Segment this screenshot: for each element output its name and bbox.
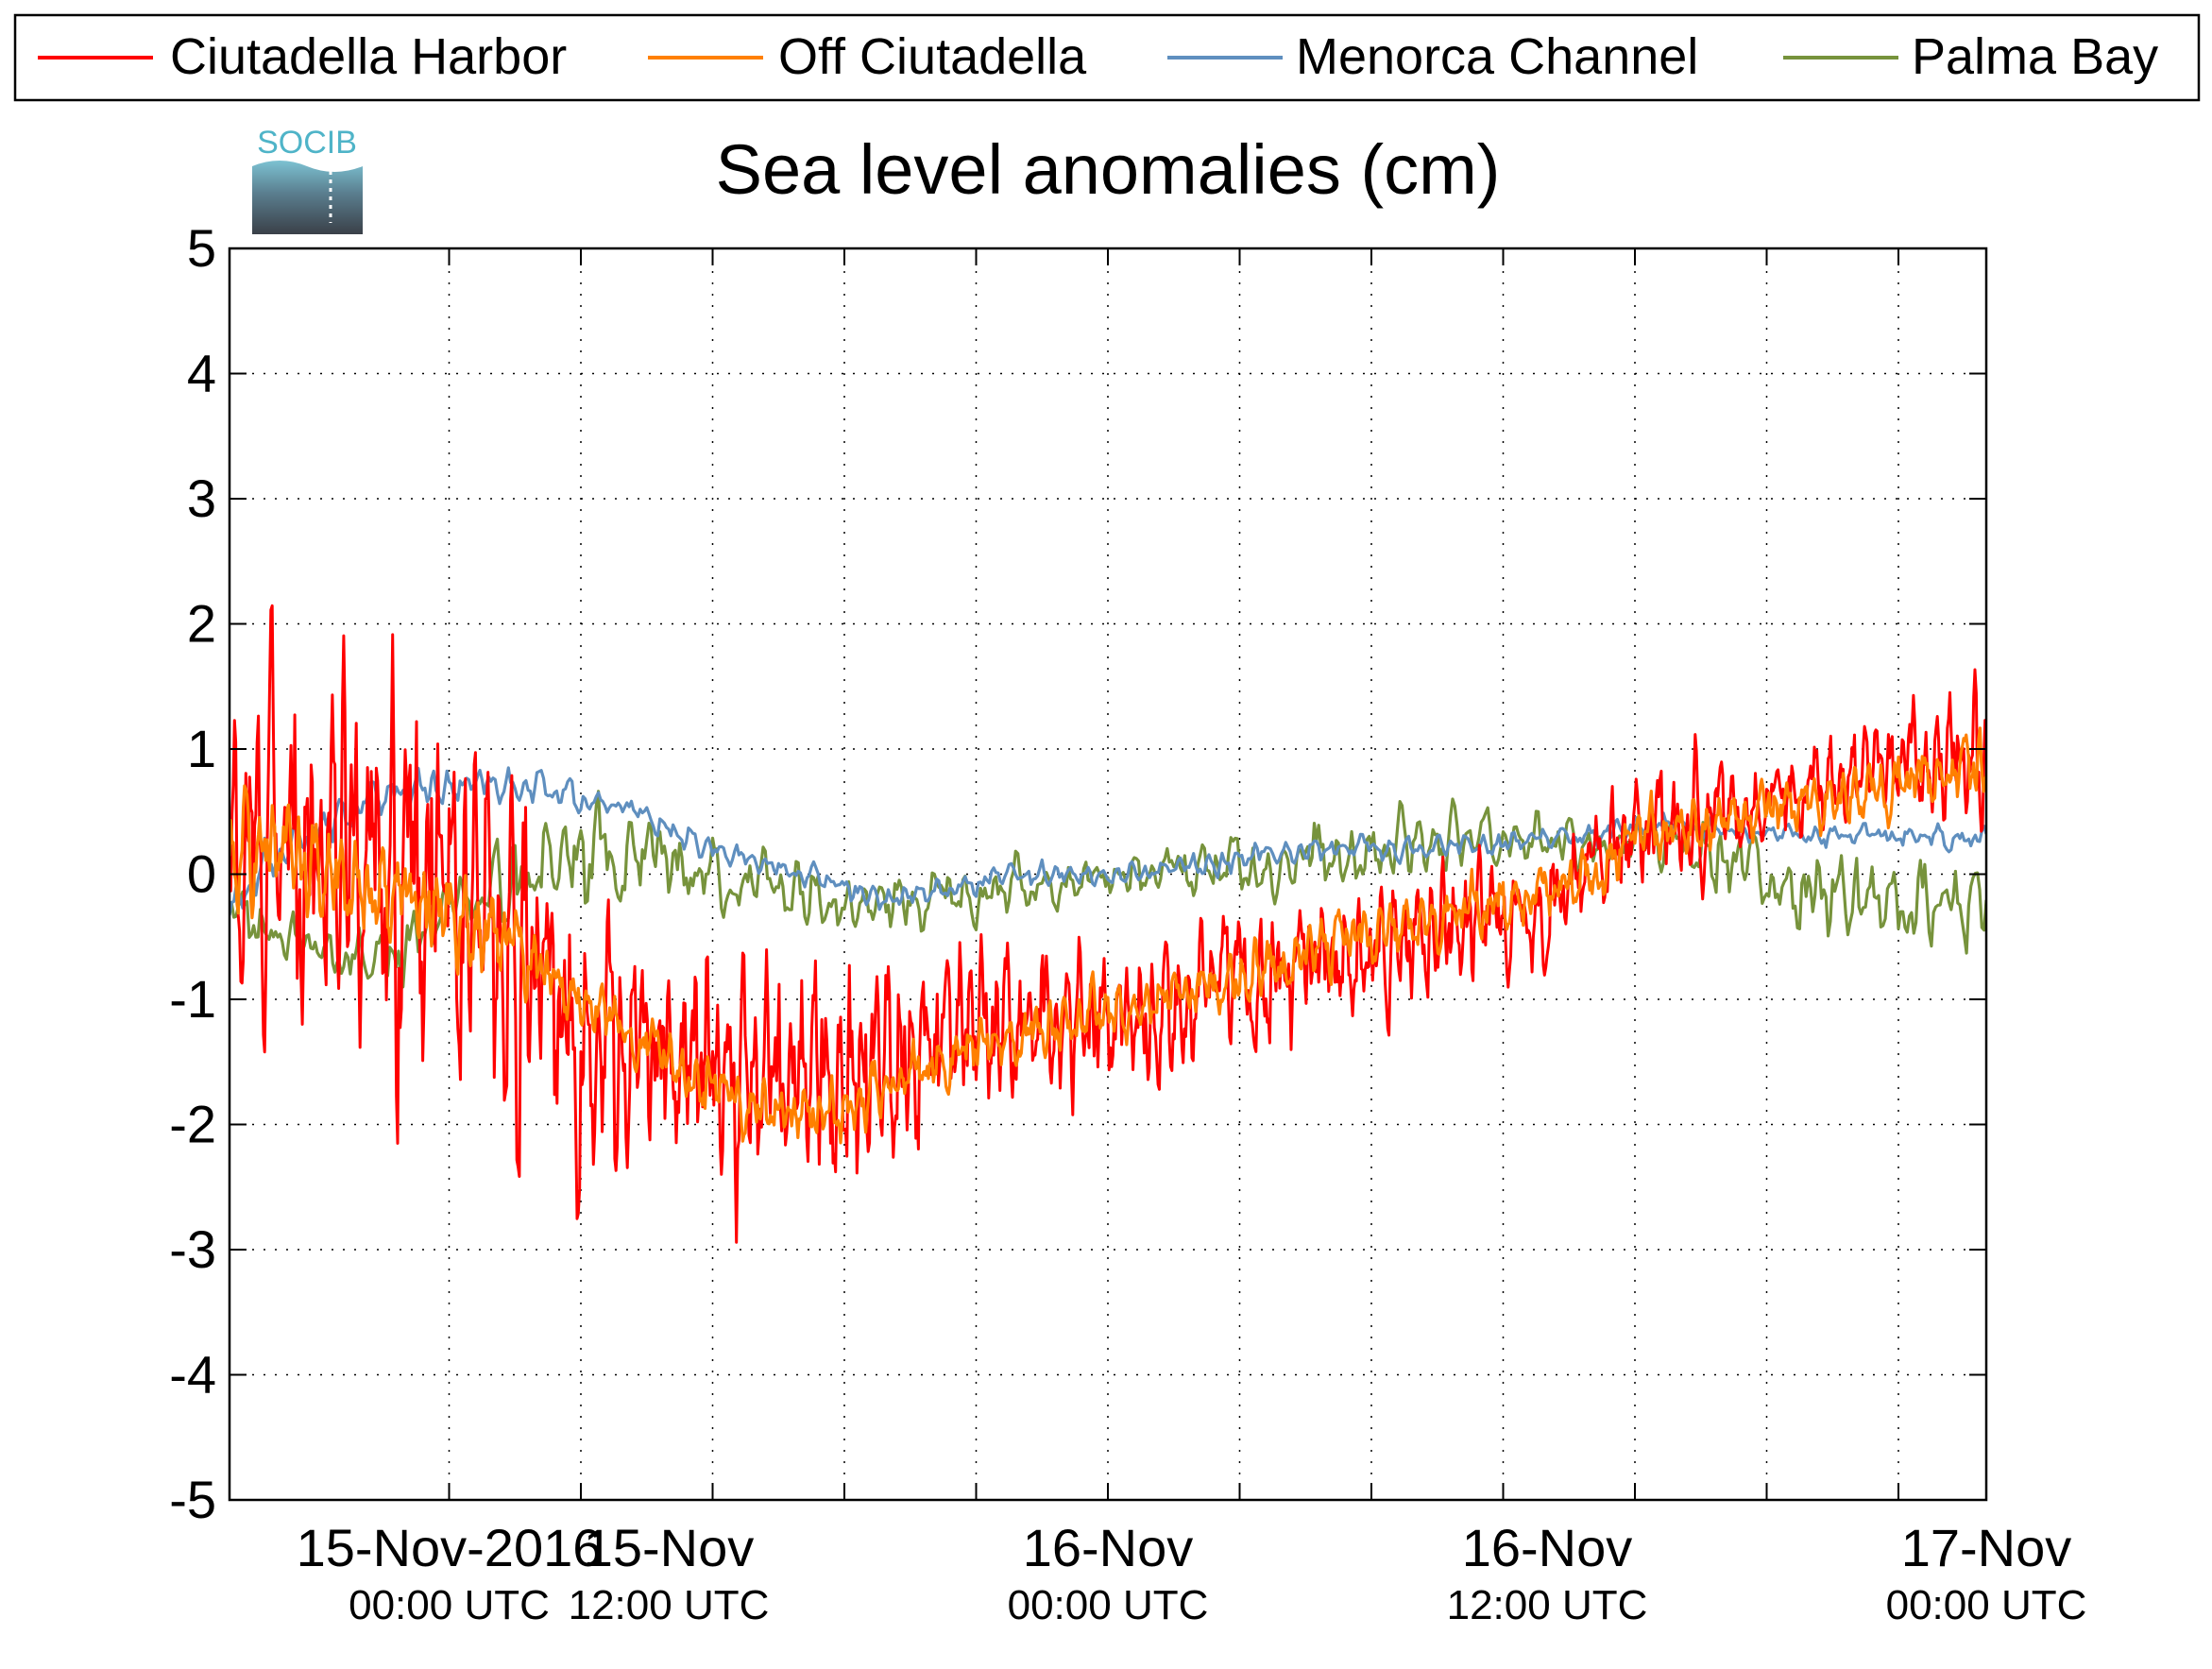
y-tick-label: 4 bbox=[187, 344, 216, 403]
ticks bbox=[230, 247, 1986, 1501]
x-axis-tick-labels: 15-Nov-2016 00:00 UTC 15-Nov 12:00 UTC 16-No… bbox=[297, 1518, 2087, 1628]
socib-logo: SOCIB bbox=[252, 125, 363, 234]
y-axis-tick-labels: -5 -4 -3 -2 -1 0 1 2 3 4 5 bbox=[169, 218, 216, 1529]
y-tick-label: -1 bbox=[169, 969, 216, 1029]
x-tick-label-time: 12:00 UTC bbox=[569, 1582, 770, 1628]
legend-entry: Off Ciutadella bbox=[648, 28, 1087, 85]
y-tick-label: -5 bbox=[169, 1470, 216, 1529]
x-tick-label-time: 00:00 UTC bbox=[1008, 1582, 1209, 1628]
grid bbox=[230, 248, 1986, 1500]
legend-entry: Menorca Channel bbox=[1167, 28, 1698, 85]
series-line-off-ciutadella bbox=[230, 726, 1986, 1145]
series-layer bbox=[230, 604, 1986, 1244]
legend-label-palma-bay: Palma Bay bbox=[1912, 28, 2158, 85]
y-tick-label: -4 bbox=[169, 1345, 216, 1405]
y-tick-label: 3 bbox=[187, 468, 216, 528]
y-tick-label: 2 bbox=[187, 594, 216, 654]
x-tick-label-time: 00:00 UTC bbox=[349, 1582, 550, 1628]
legend-entry: Ciutadella Harbor bbox=[38, 28, 567, 85]
legend-label-off-ciutadella: Off Ciutadella bbox=[778, 28, 1087, 85]
legend: Ciutadella Harbor Off Ciutadella Menorca… bbox=[13, 13, 2201, 102]
x-tick-label-date: 16-Nov bbox=[1023, 1518, 1194, 1577]
x-tick-label-date: 16-Nov bbox=[1462, 1518, 1633, 1577]
y-tick-label: -2 bbox=[169, 1095, 216, 1154]
plot-area bbox=[230, 248, 1986, 1500]
x-tick-label-date: 17-Nov bbox=[1901, 1518, 2072, 1577]
legend-label-ciutadella-harbor: Ciutadella Harbor bbox=[170, 28, 567, 85]
y-tick-label: 0 bbox=[187, 844, 216, 904]
x-tick-label-time: 00:00 UTC bbox=[1886, 1582, 2087, 1628]
y-tick-label: 1 bbox=[187, 719, 216, 778]
logo-text: SOCIB bbox=[257, 125, 357, 161]
chart-title: Sea level anomalies (cm) bbox=[716, 130, 1501, 209]
y-tick-label: 5 bbox=[187, 218, 216, 278]
y-tick-label: -3 bbox=[169, 1219, 216, 1279]
legend-label-menorca-channel: Menorca Channel bbox=[1296, 28, 1698, 85]
x-tick-label-date: 15-Nov-2016 bbox=[297, 1518, 603, 1577]
x-tick-label-date: 15-Nov bbox=[584, 1518, 755, 1577]
legend-entry: Palma Bay bbox=[1783, 28, 2158, 85]
x-tick-label-time: 12:00 UTC bbox=[1447, 1582, 1648, 1628]
